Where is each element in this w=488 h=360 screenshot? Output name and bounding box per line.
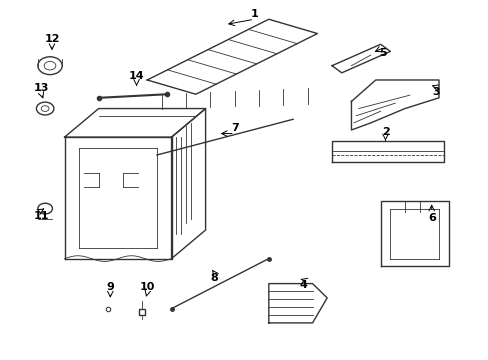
- Text: 2: 2: [381, 127, 388, 137]
- Text: 10: 10: [139, 282, 155, 292]
- Text: 5: 5: [379, 48, 386, 58]
- Text: 8: 8: [210, 273, 218, 283]
- Text: 7: 7: [230, 123, 238, 133]
- Text: 6: 6: [427, 212, 435, 222]
- Text: 1: 1: [250, 9, 258, 19]
- Text: 11: 11: [34, 211, 49, 221]
- Text: 4: 4: [299, 280, 307, 291]
- Text: 13: 13: [34, 83, 49, 93]
- Text: 3: 3: [432, 87, 440, 98]
- Text: 12: 12: [44, 34, 60, 44]
- Text: 14: 14: [128, 71, 144, 81]
- Text: 9: 9: [106, 282, 114, 292]
